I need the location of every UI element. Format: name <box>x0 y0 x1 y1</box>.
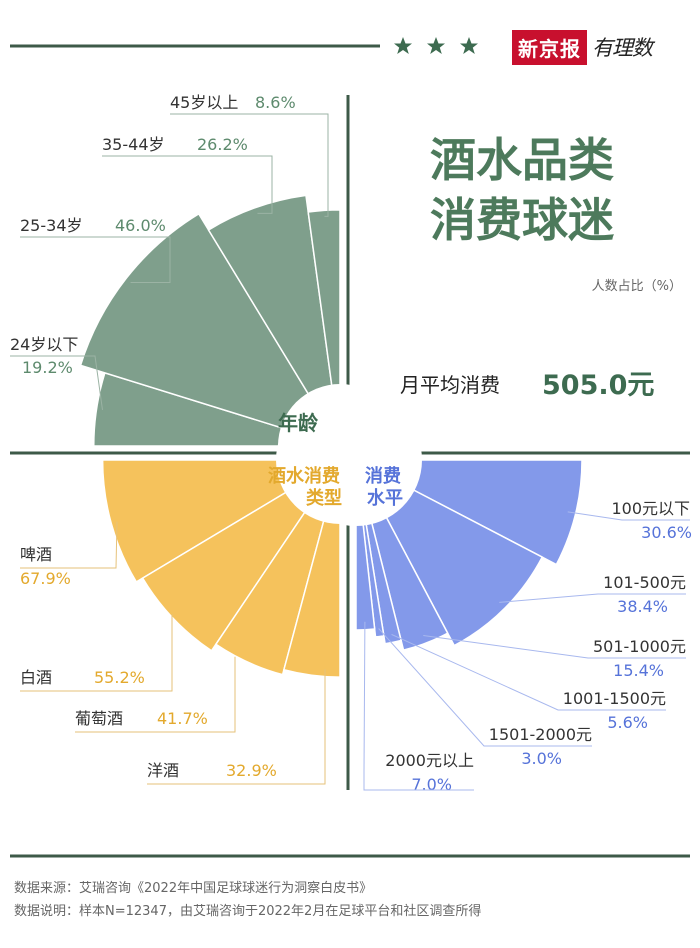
drink-value-label: 41.7% <box>157 709 208 728</box>
leader-line <box>423 635 686 659</box>
spend-value-label: 38.4% <box>617 597 668 616</box>
drink-slice <box>101 459 343 583</box>
spend-category-label: 101-500元 <box>603 573 686 592</box>
spend-chart: 100元以下 30.6% 101-500元 38.4% 501-1000元 15.4% 10… <box>290 394 692 794</box>
leader-line <box>20 614 173 692</box>
spend-category-label: 501-1000元 <box>593 637 686 656</box>
age-hub-label: 年龄 <box>278 411 319 435</box>
star-icon <box>394 37 412 54</box>
age-category-label: 25-34岁 <box>20 216 83 235</box>
spend-value-label: 5.6% <box>607 713 648 732</box>
drink-slice <box>141 459 341 652</box>
brand-column: 有理数 <box>592 36 653 60</box>
age-value-label: 8.6% <box>255 93 296 112</box>
leader-line <box>75 656 236 733</box>
main-title-line1: 酒水品类 <box>430 133 614 187</box>
drink-value-label: 67.9% <box>20 569 71 588</box>
age-value-label: 46.0% <box>115 216 166 235</box>
leader-line <box>499 593 686 603</box>
age-category-label: 45岁以上 <box>170 93 238 112</box>
spend-category-label: 100元以下 <box>611 499 690 518</box>
leader-line <box>391 633 666 711</box>
age-category-label: 35-44岁 <box>102 135 165 154</box>
age-slice <box>79 212 342 448</box>
drink-value-label: 55.2% <box>94 668 145 687</box>
age-category-label: 24岁以下 <box>10 335 78 354</box>
spend-value-label: 30.6% <box>641 523 692 542</box>
star-icons <box>394 37 478 54</box>
drink-category-label: 白酒 <box>20 668 52 687</box>
drink-category-label: 洋酒 <box>147 761 179 780</box>
leader-line <box>20 521 118 569</box>
drink-category-label: 啤酒 <box>20 545 52 564</box>
avg-spend-value: 505.0元 <box>542 370 654 401</box>
leader-line <box>102 155 273 214</box>
leader-line <box>170 113 329 217</box>
leader-line <box>363 770 474 791</box>
spend-value-label: 7.0% <box>411 775 452 794</box>
drink-hub-label-line2: 类型 <box>306 487 342 509</box>
spend-category-label: 1501-2000元 <box>489 725 592 744</box>
drink-value-label: 32.9% <box>226 761 277 780</box>
leader-line <box>363 621 366 773</box>
spend-hub-label-line1: 消费 <box>365 465 401 487</box>
brand-logo: 新京报 有理数 <box>512 29 653 65</box>
spend-category-label: 2000元以上 <box>385 751 474 770</box>
unit-label: 人数占比（%） <box>592 279 682 294</box>
leader-line <box>20 236 171 283</box>
star-icon <box>427 37 445 54</box>
age-value-label: 19.2% <box>22 358 73 377</box>
avg-spend-label: 月平均消费 <box>400 373 500 397</box>
brand-name: 新京报 <box>512 29 587 65</box>
main-title-line2: 消费球迷 <box>430 193 614 247</box>
star-icon <box>460 37 478 54</box>
footer-source: 数据来源：艾瑞咨询《2022年中国足球球迷行为洞察白皮书》 <box>14 881 373 896</box>
drink-hub-label-line1: 酒水消费 <box>268 465 340 487</box>
spend-value-label: 3.0% <box>521 749 562 768</box>
age-value-label: 26.2% <box>197 135 248 154</box>
leader-line <box>378 628 592 747</box>
age-slice <box>207 194 341 447</box>
spend-hub <box>290 394 422 526</box>
leader-line <box>147 669 326 785</box>
spend-category-label: 1001-1500元 <box>563 689 666 708</box>
spend-hub-label-line2: 水平 <box>367 487 403 509</box>
footer-note: 数据说明：样本N=12347，由艾瑞咨询于2022年2月在足球平台和社区调查所得 <box>14 904 482 919</box>
spend-value-label: 15.4% <box>613 661 664 680</box>
leader-line <box>567 511 690 521</box>
leader-line <box>10 355 103 410</box>
drink-category-label: 葡萄酒 <box>75 709 123 728</box>
